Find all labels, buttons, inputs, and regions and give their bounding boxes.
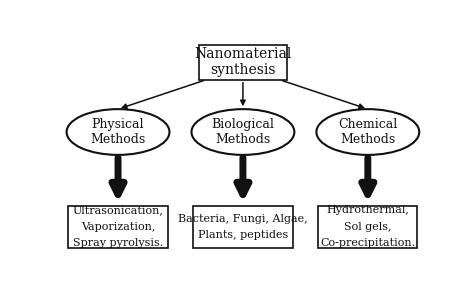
Ellipse shape bbox=[66, 109, 170, 155]
Text: Physical
Methods: Physical Methods bbox=[91, 118, 146, 146]
Text: Nanomaterial
synthesis: Nanomaterial synthesis bbox=[194, 47, 292, 77]
FancyBboxPatch shape bbox=[199, 45, 287, 80]
Ellipse shape bbox=[191, 109, 294, 155]
Text: Chemical
Methods: Chemical Methods bbox=[338, 118, 397, 146]
Text: Bacteria, Fungi, Algae,
Plants, peptides: Bacteria, Fungi, Algae, Plants, peptides bbox=[178, 214, 308, 240]
FancyBboxPatch shape bbox=[193, 206, 292, 248]
Text: Biological
Methods: Biological Methods bbox=[211, 118, 274, 146]
Text: Ultrasonication,
Vaporization,
Spray pyrolysis.: Ultrasonication, Vaporization, Spray pyr… bbox=[73, 205, 164, 248]
Text: Hydrothermal,
Sol gels,
Co-precipitation.: Hydrothermal, Sol gels, Co-precipitation… bbox=[320, 205, 415, 248]
FancyBboxPatch shape bbox=[68, 206, 168, 248]
Ellipse shape bbox=[316, 109, 419, 155]
FancyBboxPatch shape bbox=[318, 206, 418, 248]
